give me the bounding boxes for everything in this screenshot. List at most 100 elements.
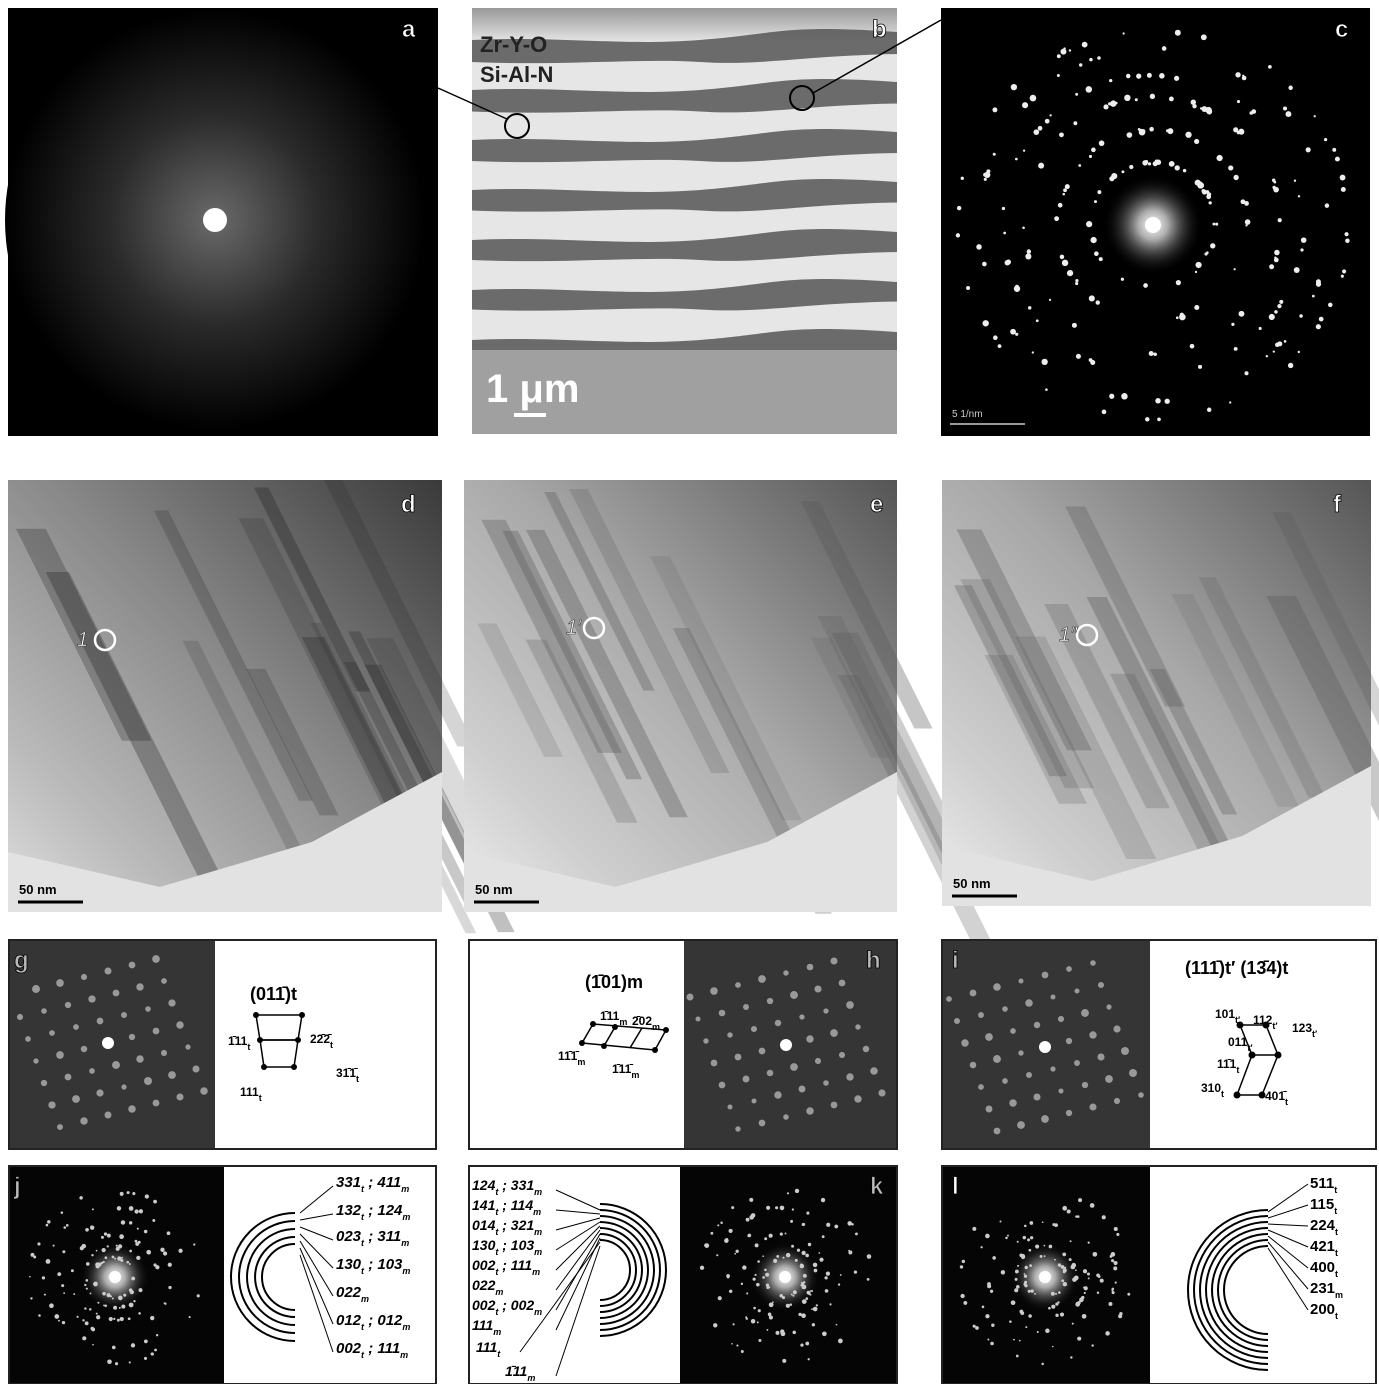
label-part: 012: [336, 1312, 362, 1329]
spot: [1066, 1110, 1072, 1116]
spot: [1266, 355, 1268, 357]
spot: [1341, 187, 1346, 192]
spot: [153, 1028, 160, 1035]
spot: [801, 1313, 806, 1318]
spot: [150, 1316, 154, 1320]
spot: [732, 1323, 734, 1325]
spot: [1049, 1245, 1053, 1249]
spot: [985, 1033, 993, 1041]
spot: [1340, 175, 1346, 181]
spot: [994, 1128, 1001, 1135]
label-part: 002: [336, 1340, 362, 1357]
spot: [1006, 260, 1011, 265]
spot: [751, 1098, 756, 1103]
spot: [1028, 306, 1031, 309]
label-part: 123: [1292, 1021, 1312, 1035]
spot: [800, 1284, 803, 1287]
spot: [129, 1250, 132, 1253]
spot: [1242, 76, 1247, 81]
spot: [79, 1196, 82, 1199]
spot: [746, 1218, 750, 1222]
spot: [831, 1102, 838, 1109]
label-part: ; 012: [364, 1312, 403, 1329]
spot: [1015, 158, 1018, 161]
spot: [1051, 1305, 1055, 1309]
spot: [1041, 1115, 1049, 1123]
spot: [1294, 267, 1300, 273]
spot: [1202, 190, 1207, 195]
spot: [96, 1264, 100, 1268]
spot: [1045, 388, 1048, 391]
spot: [1228, 165, 1233, 170]
spot: [1044, 1255, 1046, 1257]
spot: [1083, 1269, 1087, 1273]
spot: [1288, 363, 1293, 368]
spot: [1058, 203, 1063, 208]
index-label: 11̄1̄m: [558, 1049, 585, 1067]
spot: [1022, 226, 1025, 229]
line: [1268, 1224, 1308, 1226]
spot: [986, 1106, 993, 1113]
spot: [121, 1304, 125, 1308]
spot: [57, 1272, 61, 1276]
label-part: ; 124: [364, 1202, 403, 1219]
spot: [65, 1074, 72, 1081]
spot: [101, 1236, 104, 1239]
spot: [878, 1089, 885, 1096]
spot: [1070, 1356, 1072, 1358]
spot: [152, 955, 160, 963]
label-part: 111: [472, 1317, 493, 1333]
spot: [1086, 86, 1093, 93]
spot: [120, 1317, 124, 1321]
index-label: 124t ; 331m: [472, 1177, 542, 1197]
label-part: t: [1335, 1248, 1338, 1258]
spot: [1090, 237, 1096, 243]
spot: [257, 1037, 263, 1043]
label-part: m: [402, 1322, 410, 1332]
spot: [743, 1004, 749, 1010]
line: [300, 1248, 333, 1324]
spot: [1277, 341, 1282, 346]
spot: [1035, 1244, 1039, 1248]
spot: [81, 974, 87, 980]
spot: [1206, 194, 1211, 199]
spot: [121, 1257, 123, 1259]
spot: [105, 1112, 112, 1119]
index-label: 2̄02m: [632, 1014, 660, 1032]
index-label: 421t: [1310, 1238, 1338, 1258]
spot: [1060, 255, 1064, 259]
index-label: 101t′: [1215, 1007, 1240, 1025]
spot: [129, 1361, 131, 1363]
label-part: 130: [336, 1256, 362, 1273]
index-label: 022m: [336, 1284, 369, 1304]
spot: [176, 1021, 183, 1028]
spot: [1100, 1279, 1104, 1283]
index-label: 111m: [472, 1317, 501, 1337]
spot: [1116, 1233, 1119, 1236]
label: 50 nm: [475, 882, 513, 897]
spot: [1341, 275, 1344, 278]
spot: [808, 1243, 811, 1246]
spot: [855, 1024, 860, 1029]
spot: [1183, 169, 1187, 173]
spot: [749, 1215, 754, 1220]
spot: [121, 1220, 125, 1224]
spot: [128, 1105, 136, 1113]
spot: [1061, 49, 1067, 55]
spot: [1010, 1028, 1016, 1034]
label-part: 331: [336, 1174, 361, 1191]
spot: [766, 1329, 768, 1331]
spot: [1175, 30, 1181, 36]
spot: [164, 1302, 166, 1304]
spot: [710, 987, 718, 995]
label-part: 421: [1310, 1238, 1335, 1255]
spot: [823, 1008, 828, 1013]
label-part: 400: [1310, 1259, 1335, 1276]
spot: [1060, 1312, 1064, 1316]
spot: [126, 1261, 129, 1264]
spot: [144, 1230, 148, 1234]
spot: [1002, 1006, 1008, 1012]
spot: [96, 1089, 103, 1096]
spot: [1058, 1088, 1063, 1093]
spot: [767, 998, 773, 1004]
